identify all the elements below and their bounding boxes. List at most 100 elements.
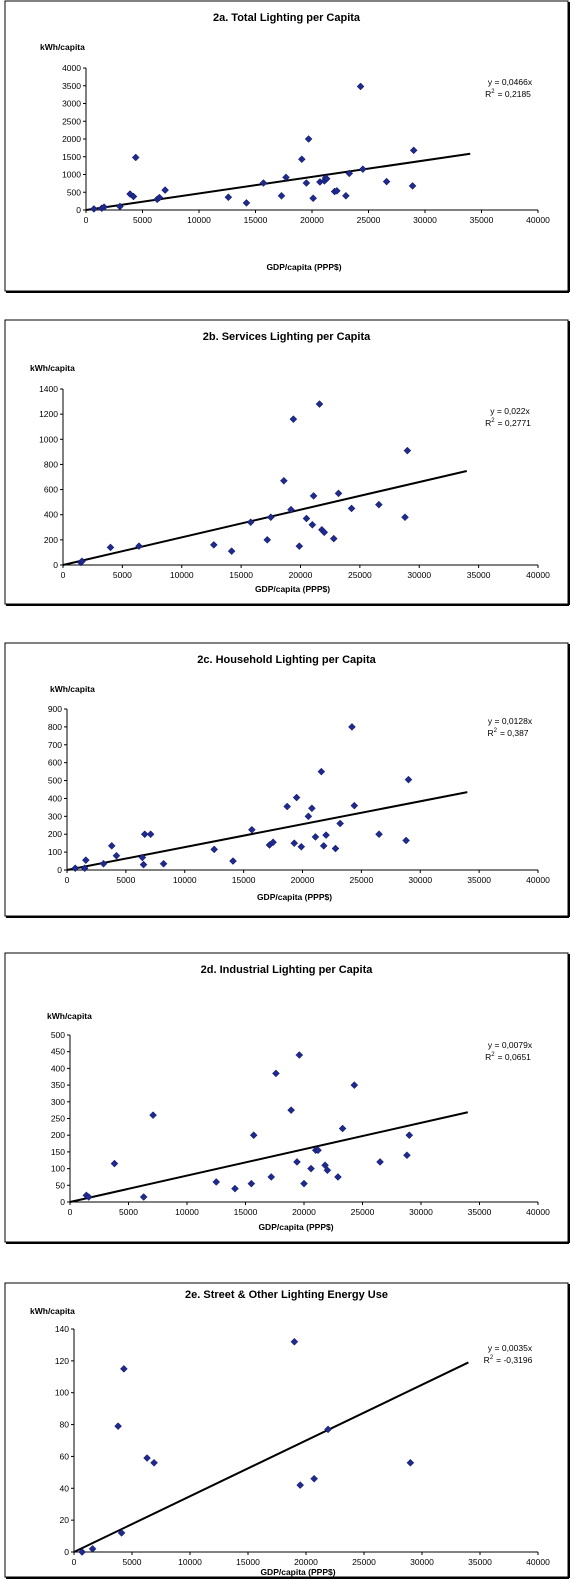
x-tick-label: 40000: [526, 570, 550, 580]
x-tick-label: 0: [61, 570, 66, 580]
trend-line: [85, 152, 471, 211]
y-tick-label: 100: [51, 1164, 65, 1174]
chart-title: 2a. Total Lighting per Capita: [213, 12, 361, 24]
y-tick-label: 1400: [39, 384, 58, 394]
y-tick-label: 450: [51, 1047, 65, 1057]
chart-2e: 2e. Street & Other Lighting Energy Use kW…: [4, 1282, 570, 1579]
data-point: [320, 528, 329, 537]
y-axis-unit-label: kWh/capita: [47, 1011, 92, 1021]
y-tick-label: 0: [60, 1197, 65, 1207]
chart-frame: [4, 1282, 569, 1578]
x-tick-label: 35000: [468, 1207, 492, 1217]
data-point: [110, 1159, 119, 1168]
r-squared-value: = -0,3196: [496, 1355, 532, 1365]
data-point: [342, 191, 350, 200]
data-point: [71, 864, 80, 873]
data-point: [329, 534, 338, 543]
data-point: [292, 793, 301, 802]
x-tick-label: 25000: [348, 570, 372, 580]
x-tick-label: 0: [65, 875, 70, 885]
x-tick-label: 15000: [236, 1557, 260, 1567]
data-point: [314, 1146, 322, 1155]
data-point: [309, 194, 317, 203]
x-tick-label: 35000: [470, 215, 494, 225]
data-point: [78, 1548, 86, 1556]
data-point: [267, 1173, 276, 1181]
data-point: [280, 476, 288, 485]
data-point: [249, 1131, 258, 1140]
y-tick-label: 400: [48, 793, 62, 803]
data-point: [210, 845, 219, 854]
data-point: [242, 199, 251, 207]
y-axis-unit-label: kWh/capita: [30, 1306, 75, 1316]
data-point: [382, 177, 391, 186]
data-point: [161, 186, 169, 194]
y-tick-label: 100: [48, 847, 62, 857]
trend-line: [73, 1361, 469, 1553]
x-tick-label: 10000: [178, 1557, 202, 1567]
x-tick-label: 25000: [350, 875, 374, 885]
y-tick-label: 100: [55, 1388, 69, 1398]
data-point: [308, 520, 317, 529]
data-point: [358, 165, 367, 174]
chart-title: 2b. Services Lighting per Capita: [203, 331, 371, 343]
y-tick-label: 500: [51, 1030, 65, 1040]
data-point: [300, 1179, 308, 1188]
x-axis-label: GDP/capita (PPP$): [257, 892, 332, 902]
r-squared-label: R2 = 0,2771: [485, 418, 531, 428]
data-point: [248, 825, 256, 834]
x-tick-label: 15000: [234, 1207, 258, 1217]
data-point: [277, 191, 286, 200]
data-point: [302, 179, 311, 187]
chart-frame: [4, 319, 569, 605]
y-tick-label: 0: [57, 865, 62, 875]
x-tick-label: 35000: [467, 875, 491, 885]
x-tick-label: 35000: [468, 1557, 492, 1567]
x-tick-label: 30000: [407, 570, 431, 580]
trend-equation: y = 0,0466x: [488, 77, 533, 87]
chart-panel-2c: 2c. Household Lighting per Capita kWh/cap…: [0, 642, 574, 918]
r-squared-value: = 0,387: [500, 728, 529, 738]
x-tick-label: 25000: [351, 1207, 375, 1217]
data-point: [402, 836, 410, 845]
y-tick-label: 60: [60, 1451, 70, 1461]
data-point: [290, 1337, 299, 1346]
x-tick-label: 40000: [526, 1557, 550, 1567]
x-tick-label: 25000: [352, 1557, 376, 1567]
x-tick-label: 40000: [526, 875, 550, 885]
data-point: [350, 1081, 359, 1089]
y-tick-label: 400: [44, 510, 58, 520]
data-point: [287, 1106, 295, 1115]
x-tick-label: 35000: [467, 570, 491, 580]
data-point: [129, 192, 138, 201]
data-point: [375, 830, 383, 839]
y-tick-label: 20: [60, 1515, 70, 1525]
data-point: [315, 400, 324, 408]
data-point: [304, 135, 313, 143]
data-point: [296, 1481, 305, 1489]
y-tick-label: 3500: [62, 81, 81, 91]
x-tick-label: 0: [68, 1207, 73, 1217]
y-tick-label: 700: [48, 740, 62, 750]
chart-2d: 2d. Industrial Lighting per Capita kWh/ca…: [4, 952, 570, 1244]
x-tick-label: 30000: [409, 1207, 433, 1217]
y-tick-label: 500: [48, 776, 62, 786]
y-tick-label: 1500: [62, 152, 81, 162]
data-point: [348, 723, 356, 731]
data-point: [311, 833, 320, 841]
data-point: [135, 542, 143, 550]
data-point: [146, 830, 155, 839]
data-point: [336, 819, 345, 828]
data-point: [290, 839, 299, 848]
x-tick-label: 20000: [292, 1207, 316, 1217]
data-point: [117, 1529, 126, 1537]
y-axis-unit-label: kWh/capita: [30, 363, 75, 373]
data-point: [139, 1193, 148, 1201]
data-point: [408, 182, 417, 190]
data-point: [293, 1158, 301, 1166]
y-tick-label: 150: [51, 1147, 65, 1157]
data-point: [231, 1184, 239, 1193]
data-point: [289, 415, 298, 424]
data-point: [116, 202, 124, 211]
data-point: [297, 155, 306, 164]
